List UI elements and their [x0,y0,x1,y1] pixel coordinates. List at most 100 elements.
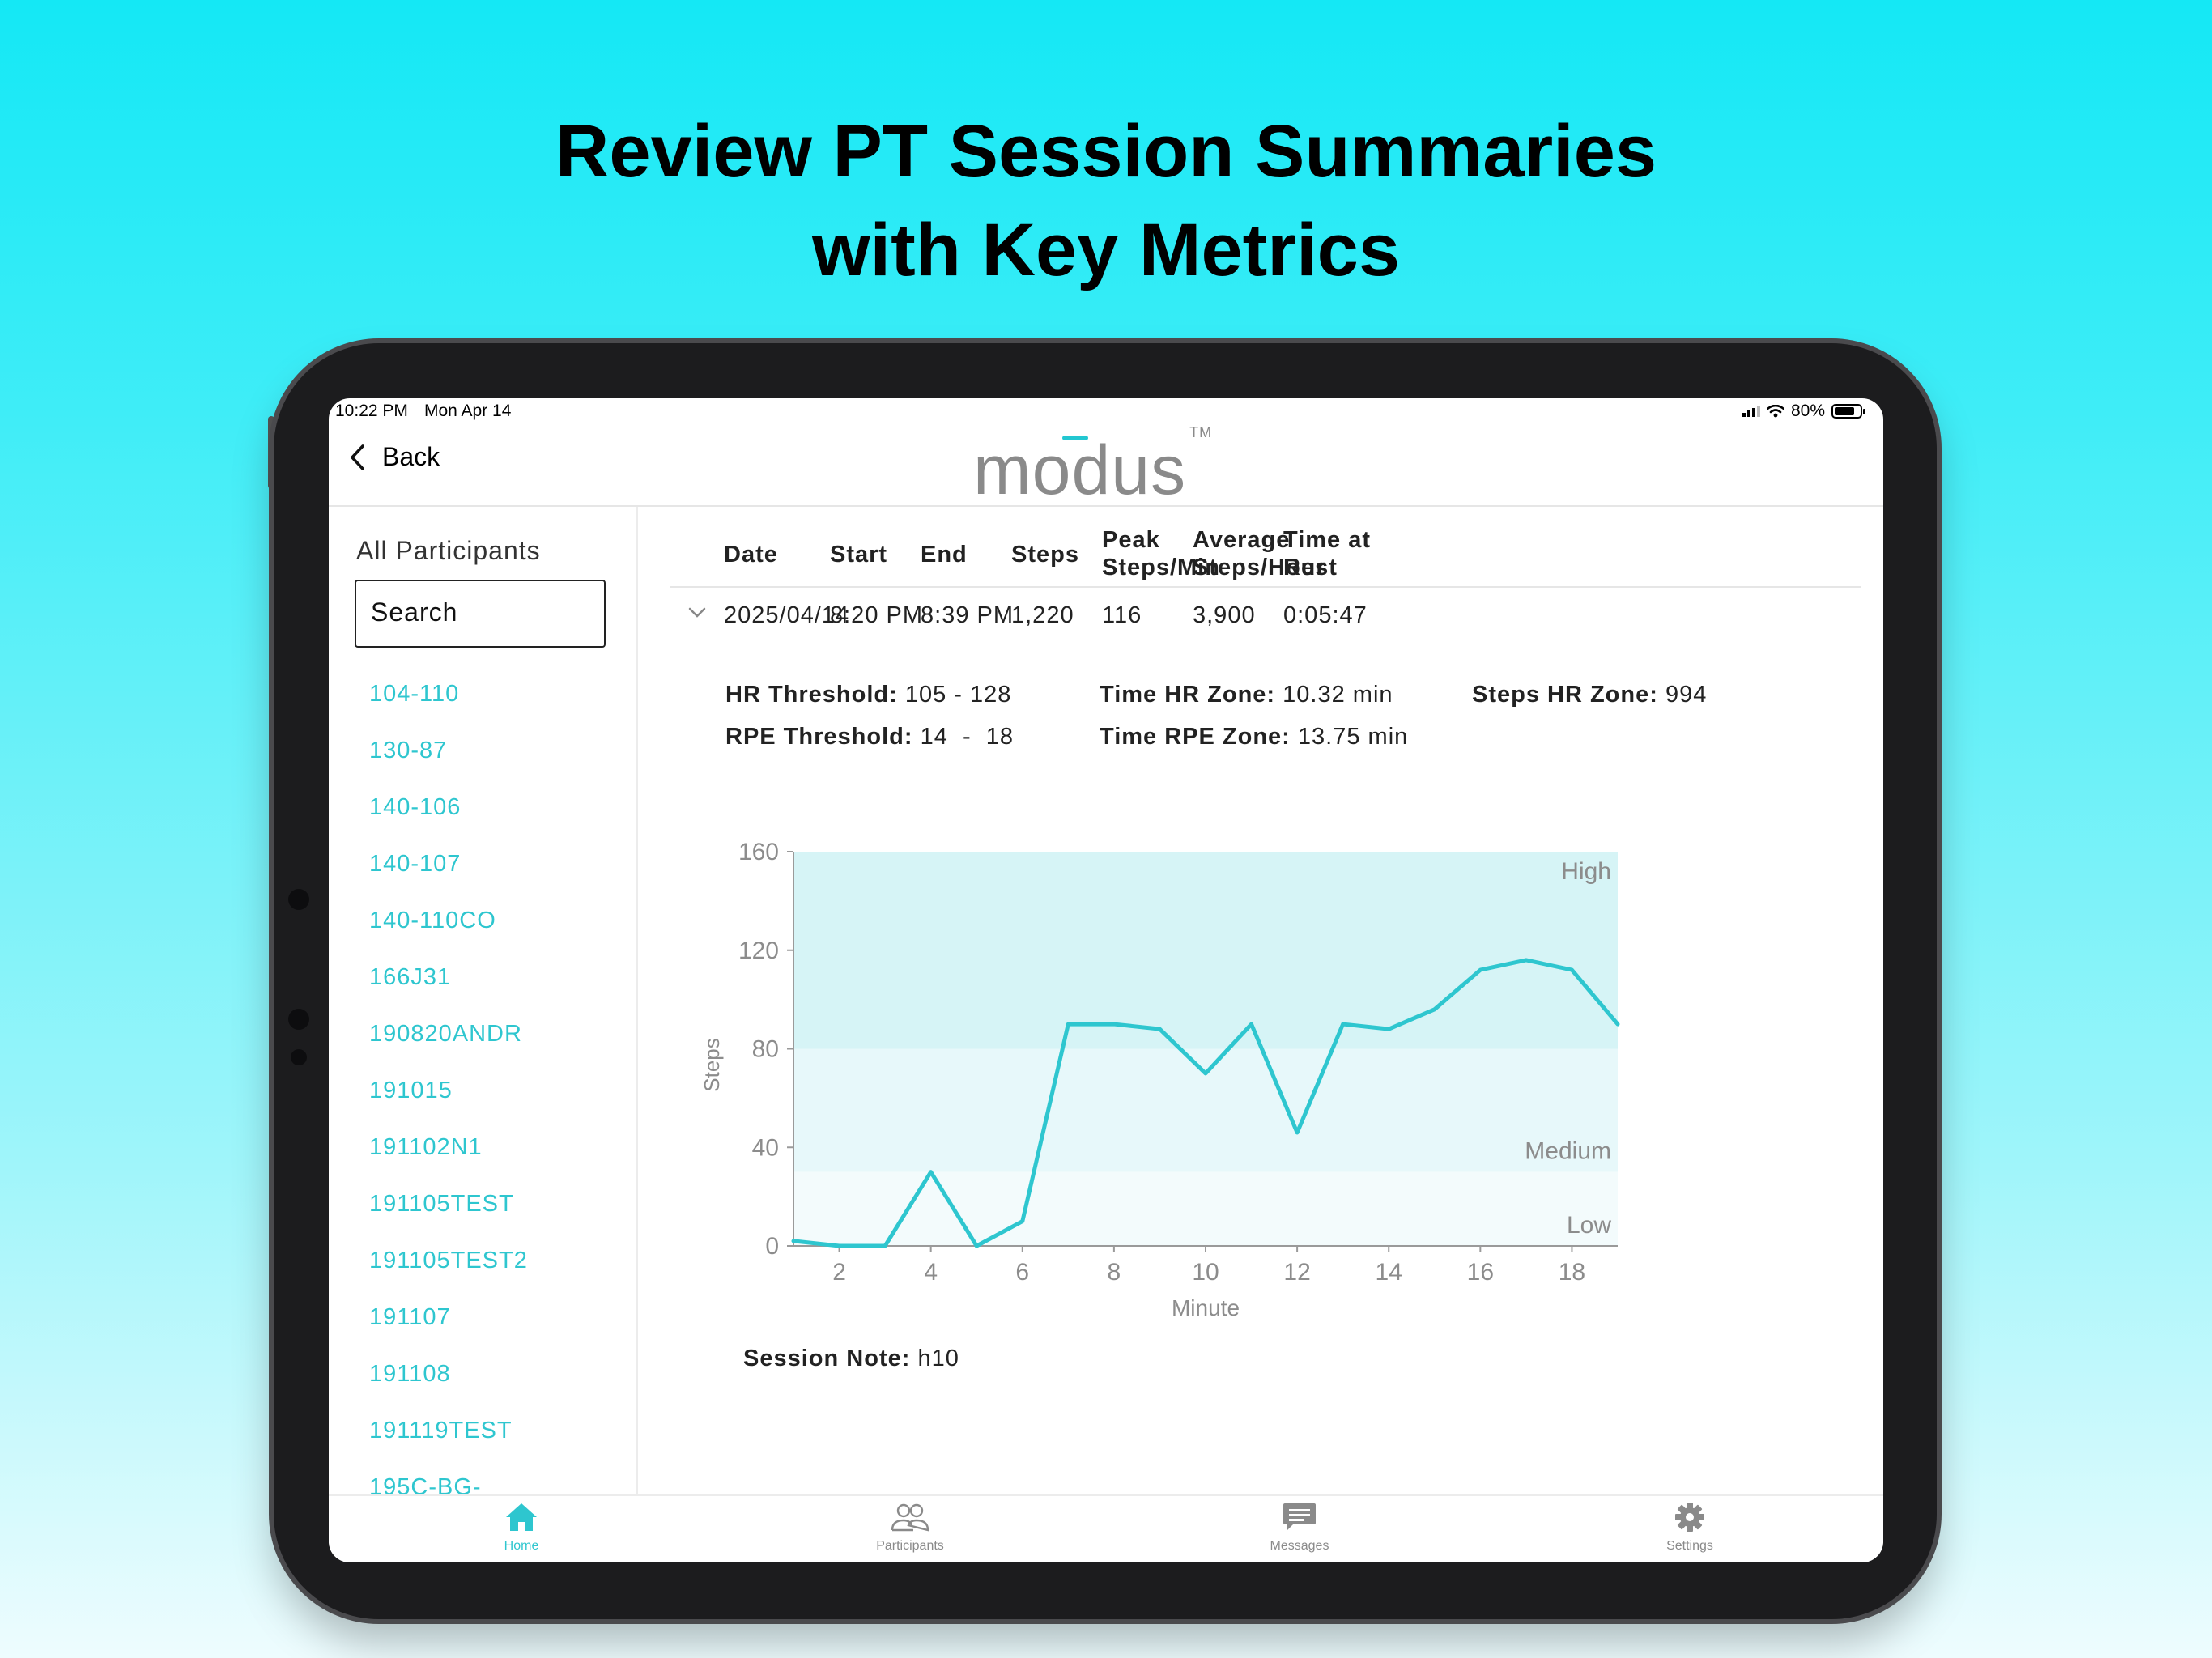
y-axis-label: Steps [700,1038,724,1092]
back-button[interactable]: Back [350,442,440,472]
participant-item[interactable]: 140-106 [369,794,462,820]
sidebar-title: All Participants [356,536,541,565]
headline-line-2: with Key Metrics [812,209,1400,291]
battery-percent: 80% [1790,402,1825,420]
participants-sidebar: All Participants Search 104-110 130-87 140… [329,507,638,1496]
x-tick-label: 18 [1559,1259,1585,1286]
x-axis-label: Minute [1172,1295,1240,1316]
tab-home[interactable]: Home [424,1501,619,1554]
x-tick-label: 12 [1283,1259,1310,1286]
x-tick-label: 16 [1467,1259,1494,1286]
nav-header: Back modus TM [329,424,1883,509]
column-header-steps: Steps [1011,542,1079,568]
column-header-start: Start [830,542,888,568]
volume-button [460,338,518,345]
logo-trademark: TM [1189,424,1213,441]
y-tick-label: 0 [765,1233,779,1260]
time-hr-zone-label: Time HR Zone: [1100,682,1276,708]
cell-steps: 1,220 [1011,602,1074,628]
steps-line [791,958,1620,1248]
x-tick-label: 14 [1376,1259,1402,1286]
hr-threshold-value: 105 - 128 [904,682,1012,708]
participant-item[interactable]: 140-110CO [369,908,496,933]
tab-participants-label: Participants [876,1539,944,1553]
wifi-icon [1766,405,1784,418]
message-icon [1283,1503,1316,1531]
cell-peak: 116 [1102,602,1142,628]
status-bar: 10:22 PM Mon Apr 14 80% [329,398,1883,424]
tab-settings-label: Settings [1666,1539,1713,1553]
column-header-rest-line2: Rest [1283,555,1338,580]
participant-item[interactable]: 191107 [369,1304,451,1330]
back-label: Back [382,442,440,471]
rpe-threshold-value: 14 - 18 [920,724,1014,750]
participant-item[interactable]: 191108 [369,1361,451,1387]
participant-list: 104-110 130-87 140-106 140-107 140-110CO 166J… [369,665,528,1496]
status-indicators: 80% [1742,402,1865,421]
tab-settings[interactable]: Settings [1593,1501,1787,1554]
participant-item[interactable]: 166J31 [369,964,452,990]
tab-bar: Home Participants Messages [329,1494,1883,1562]
status-date: Mon Apr 14 [424,402,512,420]
session-note-label: Session Note: [743,1346,911,1371]
participant-item[interactable]: 191105TEST2 [369,1248,528,1273]
x-tick-label: 4 [924,1259,938,1286]
participant-item[interactable]: 195C-BG- [369,1474,482,1496]
camera-dot [291,1049,307,1065]
participant-item[interactable]: 191102N1 [369,1134,483,1160]
time-rpe-zone-value: 13.75 min [1297,724,1409,750]
cell-average: 3,900 [1193,602,1256,628]
participant-item[interactable]: 191105TEST [369,1191,514,1217]
participant-item[interactable]: 190820ANDR [369,1021,522,1047]
band-medium [793,1048,1618,1172]
band-low [793,1171,1618,1246]
column-header-average-line1: Average [1193,527,1291,553]
logo-text: modus [973,432,1187,509]
x-tick-label: 2 [832,1259,846,1286]
band-label-medium: Medium [1525,1138,1611,1165]
status-time: 10:22 PM [335,402,408,420]
hr-threshold: HR Threshold: 105 - 128 [725,682,1011,708]
column-header-peak-line2: Steps/Min [1102,555,1220,580]
column-header-rest-line1: Time at [1283,527,1372,553]
x-tick-label: 8 [1108,1259,1121,1286]
session-note: Session Note: h10 [743,1346,959,1372]
people-icon [891,1503,929,1532]
tab-participants[interactable]: Participants [813,1501,1007,1554]
time-hr-zone-value: 10.32 min [1283,682,1393,708]
band-label-low: Low [1567,1212,1611,1239]
y-tick-label: 120 [738,937,779,964]
gear-icon [1675,1503,1704,1532]
chevron-down-icon[interactable] [688,607,706,619]
column-header-peak: Peak Steps/Min [1102,526,1220,581]
participant-item[interactable]: 191015 [369,1078,453,1103]
column-header-end: End [921,542,968,568]
cell-rest: 0:05:47 [1283,602,1368,628]
column-header-average-line2: Steps/Hour [1193,555,1326,580]
rpe-threshold-label: RPE Threshold: [725,724,913,750]
chevron-left-icon [351,444,364,470]
x-tick-label: 6 [1015,1259,1029,1286]
cell-start: 8:20 PM [830,602,923,628]
table-header: Date Start End Steps Peak Steps/Min Aver… [670,507,1861,588]
session-note-value: h10 [917,1346,959,1371]
battery-icon [1831,404,1865,419]
power-button [268,416,274,489]
search-input[interactable]: Search [355,580,606,648]
time-rpe-zone-label: Time RPE Zone: [1100,724,1291,750]
column-header-date: Date [724,542,778,568]
tab-messages-label: Messages [1270,1539,1329,1553]
signal-icon [1742,406,1760,417]
participant-item[interactable]: 140-107 [369,851,462,877]
cell-date: 2025/04/14 [724,602,850,628]
band-label-high: High [1561,858,1611,885]
tab-messages[interactable]: Messages [1202,1501,1397,1554]
participant-item[interactable]: 104-110 [369,681,460,707]
app-screen: 10:22 PM Mon Apr 14 80% Back modus TM [329,398,1883,1562]
table-row[interactable]: 2025/04/14 8:20 PM 8:39 PM 1,220 116 3,9… [670,588,1861,644]
participant-item[interactable]: 191119TEST [369,1418,513,1443]
steps-hr-zone-label: Steps HR Zone: [1472,682,1658,708]
time-rpe-zone: Time RPE Zone: 13.75 min [1100,724,1408,750]
participant-item[interactable]: 130-87 [369,738,448,763]
y-tick-label: 160 [738,839,779,865]
